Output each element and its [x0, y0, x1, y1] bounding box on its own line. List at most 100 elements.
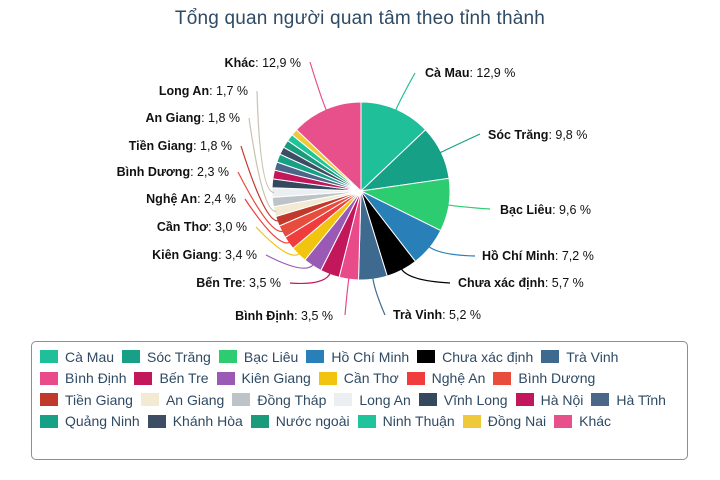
- data-label-can-tho: Cần Thơ: 3,0 %: [157, 220, 247, 234]
- legend-swatch: [140, 393, 159, 407]
- legend-item-ninh-thuan[interactable]: Ninh Thuận: [357, 411, 455, 433]
- legend-label: An Giang: [165, 391, 225, 408]
- legend-item-khanh-hoa[interactable]: Khánh Hòa: [147, 411, 243, 433]
- legend-label: Hà Tĩnh: [616, 391, 666, 408]
- legend-item-ca-mau[interactable]: Cà Mau: [40, 346, 114, 368]
- legend-item-an-giang[interactable]: An Giang: [140, 389, 225, 411]
- legend-item-ben-tre[interactable]: Bến Tre: [134, 368, 209, 390]
- data-label-khac: Khác: 12,9 %: [225, 56, 301, 70]
- legend-swatch: [591, 393, 610, 407]
- callout-line-bac-lieu: [446, 204, 491, 210]
- legend-item-dong-nai[interactable]: Đồng Nai: [462, 411, 547, 433]
- legend-label: Sóc Trăng: [147, 348, 211, 365]
- legend-label: Hồ Chí Minh: [331, 348, 410, 365]
- data-label-nghe-an: Nghệ An: 2,4 %: [146, 192, 236, 206]
- legend-label: Bạc Liêu: [243, 348, 299, 365]
- legend-label: Ninh Thuận: [382, 413, 455, 430]
- legend-label: Trà Vinh: [566, 348, 619, 365]
- callout-line-binh-duong: [237, 171, 284, 233]
- legend-label: Cần Thơ: [343, 370, 399, 387]
- legend-label: Đồng Tháp: [257, 391, 327, 408]
- legend-swatch: [554, 414, 573, 428]
- legend-item-ha-noi[interactable]: Hà Nội: [515, 389, 584, 411]
- legend-item-khac[interactable]: Khác: [554, 411, 611, 433]
- legend-label: Bình Định: [65, 370, 127, 387]
- legend-swatch: [218, 350, 237, 364]
- chart-title: Tổng quan người quan tâm theo tỉnh thành: [174, 8, 546, 29]
- callout-line-can-tho: [255, 226, 301, 256]
- legend-item-long-an[interactable]: Long An: [334, 389, 411, 411]
- legend-label: Khánh Hòa: [172, 413, 243, 430]
- chart-legend: Cà Mau Sóc Trăng Bạc Liêu Hồ Chí Minh Chưa x…: [31, 341, 688, 460]
- legend-label: Tiền Giang: [65, 391, 133, 408]
- callout-line-kien-giang: [265, 254, 315, 269]
- legend-label: Bến Tre: [159, 370, 209, 387]
- legend-item-binh-duong[interactable]: Bình Dương: [493, 368, 595, 390]
- data-label-binh-dinh: Bình Định: 3,5 %: [235, 309, 333, 323]
- legend-label: Bình Dương: [518, 370, 596, 387]
- legend-swatch: [232, 393, 251, 407]
- legend-swatch: [134, 371, 153, 385]
- legend-label: Vĩnh Long: [443, 391, 508, 408]
- legend-label: Cà Mau: [65, 348, 115, 365]
- data-label-chua-xac-dinh: Chưa xác định: 5,7 %: [458, 276, 584, 290]
- callout-line-an-giang: [248, 117, 277, 212]
- legend-item-binh-dinh[interactable]: Bình Định: [40, 368, 126, 390]
- legend-swatch: [541, 350, 560, 364]
- data-label-long-an: Long An: 1,7 %: [159, 84, 248, 98]
- legend-swatch: [306, 350, 325, 364]
- callout-line-tien-giang: [240, 145, 280, 222]
- legend-item-can-tho[interactable]: Cần Thơ: [318, 368, 399, 390]
- legend-swatch: [418, 393, 437, 407]
- callout-line-long-an: [256, 90, 275, 194]
- data-label-tra-vinh: Trà Vinh: 5,2 %: [393, 308, 481, 322]
- callout-line-binh-dinh: [344, 277, 350, 316]
- legend-swatch: [515, 393, 534, 407]
- legend-item-chua-xac-dinh[interactable]: Chưa xác định: [417, 346, 533, 368]
- legend-swatch: [216, 371, 235, 385]
- data-label-tien-giang: Tiền Giang: 1,8 %: [129, 139, 232, 153]
- data-label-binh-duong: Bình Dương: 2,3 %: [117, 165, 229, 179]
- legend-label: Nước ngoài: [275, 413, 350, 430]
- legend-item-ha-tinh[interactable]: Hà Tĩnh: [591, 389, 666, 411]
- legend-item-nuoc-ngoai[interactable]: Nước ngoài: [250, 411, 350, 433]
- data-label-bac-lieu: Bạc Liêu: 9,6 %: [500, 203, 591, 217]
- data-label-soc-trang: Sóc Trăng: 9,8 %: [488, 128, 587, 142]
- legend-item-kien-giang[interactable]: Kiên Giang: [216, 368, 311, 390]
- legend-label: Hà Nội: [540, 391, 584, 408]
- legend-label: Kiên Giang: [241, 370, 311, 387]
- data-label-ben-tre: Bến Tre: 3,5 %: [196, 276, 281, 290]
- callout-line-tra-vinh: [372, 277, 386, 316]
- legend-swatch: [462, 414, 481, 428]
- legend-item-quang-ninh[interactable]: Quảng Ninh: [40, 411, 140, 433]
- legend-item-nghe-an[interactable]: Nghệ An: [406, 368, 486, 390]
- callout-line-khac: [309, 61, 328, 112]
- legend-item-dong-thap[interactable]: Đồng Tháp: [232, 389, 326, 411]
- legend-item-vinh-long[interactable]: Vĩnh Long: [418, 389, 508, 411]
- legend-swatch: [40, 371, 58, 385]
- legend-item-bac-lieu[interactable]: Bạc Liêu: [218, 346, 299, 368]
- pie-chart: Cà Mau: 12,9 % Sóc Trăng: 9,8 % Bạc Liêu: …: [117, 56, 594, 323]
- callout-line-chua-xac-dinh: [400, 267, 451, 284]
- legend-swatch: [40, 414, 58, 428]
- legend-swatch: [122, 350, 141, 364]
- legend-label: Quảng Ninh: [65, 413, 140, 430]
- callout-line-soc-trang: [439, 133, 481, 154]
- data-label-kien-giang: Kiên Giang: 3,4 %: [152, 248, 257, 262]
- legend-item-tien-giang[interactable]: Tiền Giang: [40, 389, 133, 411]
- legend-label: Đồng Nai: [487, 413, 547, 430]
- data-label-ho-chi-minh: Hồ Chí Minh: 7,2 %: [482, 249, 594, 263]
- legend-item-ho-chi-minh[interactable]: Hồ Chí Minh: [306, 346, 409, 368]
- legend-swatch: [40, 393, 58, 407]
- legend-swatch: [318, 371, 337, 385]
- callout-line-ben-tre: [289, 272, 332, 285]
- data-label-ca-mau: Cà Mau: 12,9 %: [425, 66, 515, 80]
- legend-item-soc-trang[interactable]: Sóc Trăng: [122, 346, 211, 368]
- legend-swatch: [357, 414, 376, 428]
- legend-label: Long An: [359, 391, 411, 408]
- legend-label: Nghệ An: [431, 370, 486, 387]
- legend-swatch: [250, 414, 269, 428]
- legend-swatch: [417, 350, 436, 364]
- legend-item-tra-vinh[interactable]: Trà Vinh: [541, 346, 618, 368]
- callout-line-ho-chi-minh: [427, 245, 476, 257]
